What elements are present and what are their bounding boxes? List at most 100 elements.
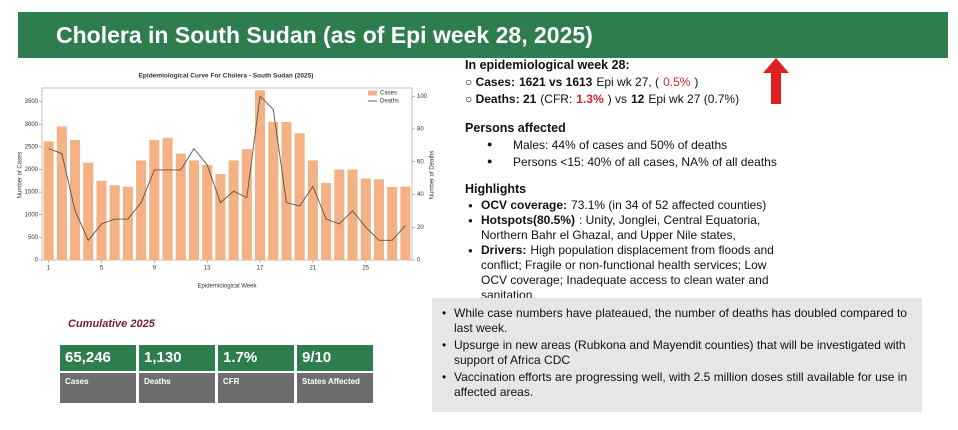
highlight-item: Hotspots(80.5%): Unity, Jonglei, Central…	[468, 213, 781, 243]
x-tick-label: 5	[100, 266, 104, 272]
y-tick-label: 500	[28, 235, 39, 241]
bar	[347, 169, 358, 260]
bar	[360, 178, 371, 260]
bar	[70, 140, 81, 260]
stat: 1.7% CFR	[218, 345, 294, 403]
highlight-label: Hotspots(80.5%)	[481, 213, 576, 227]
summary-segment: (CFR:	[540, 92, 573, 106]
bar	[149, 140, 160, 260]
chart: Epidemiological Curve For Cholera - Sout…	[18, 73, 436, 290]
notes-box: While case numbers have plateaued, the n…	[432, 298, 922, 412]
x-tick-label: 1	[47, 266, 51, 272]
x-tick-label: 25	[362, 266, 369, 272]
bar	[373, 179, 384, 260]
cumulative-title: Cumulative 2025	[68, 318, 155, 330]
y-tick-label: 1500	[25, 190, 39, 196]
summary-segment: 0.5%	[663, 75, 691, 89]
x-tick-label: 17	[257, 266, 264, 272]
bar	[136, 160, 147, 260]
y-tick-label: 2000	[25, 167, 39, 173]
x-tick-label: 21	[310, 266, 317, 272]
y2-axis-label: Number of Deaths	[430, 151, 436, 200]
highlight-text: 73.1% (in 34 of 52 affected counties)	[571, 198, 767, 212]
summary-segment: Deaths: 21	[475, 92, 537, 106]
up-arrow	[763, 58, 789, 104]
stat-value: 9/10	[297, 345, 373, 371]
bar	[188, 160, 199, 260]
bar	[387, 186, 398, 260]
y2-tick-label: 0	[417, 258, 421, 264]
summary-segment: Epi wk 27 (0.7%)	[648, 92, 740, 106]
y-tick-label: 0	[35, 258, 39, 264]
bar	[228, 160, 239, 260]
bar	[83, 162, 94, 260]
header-title: Cholera in South Sudan (as of Epi week 2…	[18, 12, 948, 58]
stat-label: Cases	[60, 373, 136, 403]
highlight-item: Drivers:High population displacement fro…	[468, 243, 781, 303]
summary-segment: 12	[631, 92, 645, 106]
stat-label: CFR	[218, 373, 294, 403]
y-tick-label: 3500	[25, 99, 39, 105]
summary-segment: ) vs	[607, 92, 627, 106]
stat-value: 1,130	[139, 345, 215, 371]
plot-frame	[41, 87, 413, 261]
bar	[43, 141, 54, 260]
persons-heading: Persons affected	[465, 121, 566, 135]
y2-tick-label: 80	[417, 127, 424, 133]
legend-label: Cases	[380, 91, 397, 97]
y2-tick-label: 60	[417, 159, 424, 165]
bar	[96, 180, 107, 260]
line	[48, 95, 406, 242]
notes-list: While case numbers have plateaued, the n…	[442, 306, 912, 400]
persons-item: Persons <15: 40% of all cases, NA% of al…	[487, 155, 777, 169]
stat-label: States Affected	[297, 373, 373, 403]
summary-segment: 1.3%	[576, 92, 604, 106]
bar	[162, 137, 173, 260]
y2-tick-label: 20	[417, 225, 424, 231]
bar	[321, 183, 332, 260]
bar	[307, 160, 318, 260]
week-summary: In epidemiological week 28: Cases:1621 v…	[465, 58, 743, 106]
stat: 65,246 Cases	[60, 345, 136, 403]
stat-value: 1.7%	[218, 345, 294, 371]
bar	[281, 121, 292, 260]
summary-segment: )	[694, 75, 699, 89]
bar	[241, 149, 252, 260]
persons-item: Males: 44% of cases and 50% of deaths	[487, 138, 777, 152]
highlight-label: Drivers:	[481, 243, 527, 257]
x-axis-label: Epidemiological Week	[198, 284, 258, 290]
note-item: Upsurge in new areas (Rubkona and Mayend…	[442, 338, 912, 368]
y2-tick-label: 40	[417, 192, 424, 198]
bar	[56, 126, 67, 260]
bar	[268, 121, 279, 260]
legend-swatch	[368, 90, 377, 96]
bar	[400, 186, 411, 260]
x-tick-label: 9	[153, 266, 157, 272]
bar	[122, 186, 133, 260]
bar	[202, 164, 213, 260]
note-item: Vaccination efforts are progressing well…	[442, 370, 912, 400]
bar	[109, 185, 120, 260]
persons-list: Males: 44% of cases and 50% of deaths Per…	[465, 138, 777, 169]
stat-label: Deaths	[139, 373, 215, 403]
highlight-text: High population displacement from floods…	[481, 243, 774, 302]
x-tick-label: 13	[204, 266, 211, 272]
legend-label: Deaths	[380, 99, 399, 105]
highlights-list: OCV coverage:73.1% (in 34 of 52 affected…	[465, 198, 781, 303]
summary-segment: 1621 vs 1613	[518, 75, 593, 89]
bar	[255, 90, 266, 260]
summary-segment: Epi wk 27, (	[596, 75, 660, 89]
bar	[294, 133, 305, 260]
y-tick-label: 3000	[25, 122, 39, 128]
highlights: Highlights OCV coverage:73.1% (in 34 of …	[465, 182, 781, 303]
note-item: While case numbers have plateaued, the n…	[442, 306, 912, 336]
cumulative-stats: 65,246 Cases 1,130 Deaths 1.7% CFR 9/10 States …	[60, 345, 373, 403]
y-tick-label: 1000	[25, 212, 39, 218]
y2-tick-label: 100	[417, 94, 428, 100]
highlight-text: : Unity, Jonglei, Central Equatoria, Nor…	[481, 213, 761, 242]
bar	[334, 169, 345, 260]
summary-segment: Cases:	[475, 75, 515, 89]
